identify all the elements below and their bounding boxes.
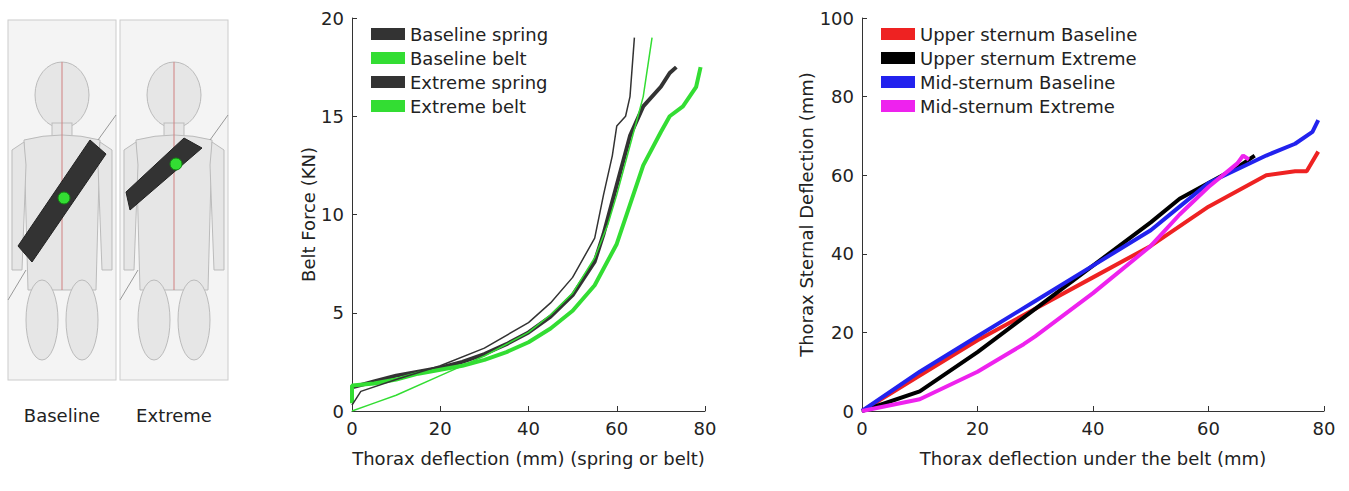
svg-text:40: 40 xyxy=(831,243,854,264)
svg-text:20: 20 xyxy=(429,418,452,439)
svg-text:100: 100 xyxy=(820,8,854,29)
svg-text:Upper sternum Extreme: Upper sternum Extreme xyxy=(920,48,1137,69)
svg-text:Thorax deflection (mm) (spring: Thorax deflection (mm) (spring or belt) xyxy=(351,448,705,469)
svg-text:20: 20 xyxy=(966,418,989,439)
svg-text:10: 10 xyxy=(321,204,344,225)
svg-text:Baseline belt: Baseline belt xyxy=(410,48,527,69)
svg-text:Thorax deflection under the be: Thorax deflection under the belt (mm) xyxy=(919,448,1266,469)
svg-text:Baseline: Baseline xyxy=(24,405,100,426)
svg-text:80: 80 xyxy=(694,418,717,439)
svg-text:80: 80 xyxy=(1313,418,1336,439)
svg-text:Belt Force (KN): Belt Force (KN) xyxy=(298,147,319,282)
svg-text:0: 0 xyxy=(333,401,344,422)
svg-text:0: 0 xyxy=(346,418,357,439)
svg-text:40: 40 xyxy=(1082,418,1105,439)
svg-text:Extreme belt: Extreme belt xyxy=(410,96,526,117)
svg-text:Upper sternum Baseline: Upper sternum Baseline xyxy=(920,24,1137,45)
svg-text:Extreme spring: Extreme spring xyxy=(410,72,548,93)
svg-text:60: 60 xyxy=(605,418,628,439)
svg-text:0: 0 xyxy=(856,418,867,439)
svg-text:5: 5 xyxy=(333,302,344,323)
svg-text:Baseline spring: Baseline spring xyxy=(410,24,548,45)
svg-text:Thorax Sternal Deflection (mm): Thorax Sternal Deflection (mm) xyxy=(796,72,817,358)
svg-text:Mid-sternum Extreme: Mid-sternum Extreme xyxy=(920,96,1115,117)
svg-text:0: 0 xyxy=(843,401,854,422)
svg-text:40: 40 xyxy=(517,418,540,439)
svg-text:20: 20 xyxy=(321,8,344,29)
svg-text:Mid-sternum Baseline: Mid-sternum Baseline xyxy=(920,72,1115,93)
svg-text:60: 60 xyxy=(831,165,854,186)
svg-text:60: 60 xyxy=(1197,418,1220,439)
svg-text:20: 20 xyxy=(831,322,854,343)
svg-text:15: 15 xyxy=(321,106,344,127)
svg-text:80: 80 xyxy=(831,86,854,107)
svg-text:Extreme: Extreme xyxy=(136,405,212,426)
